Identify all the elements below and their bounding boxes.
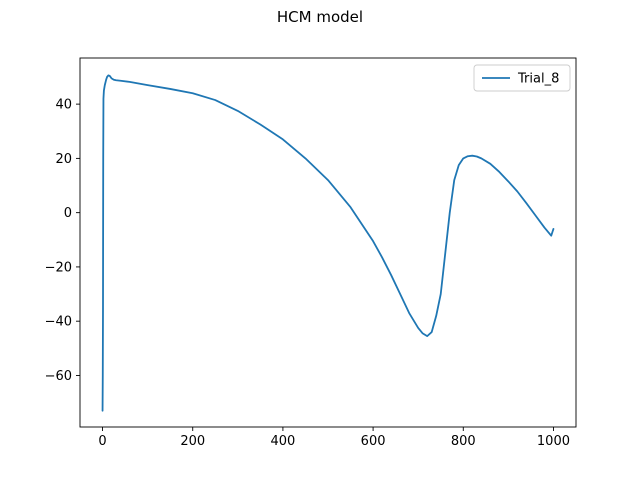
series-layer: [101, 74, 555, 412]
legend: Trial_8: [473, 64, 571, 92]
plot-area: [79, 57, 577, 428]
y-tick-label: −60: [45, 369, 72, 384]
x-tick-label: 600: [361, 434, 386, 449]
y-tick-label: 40: [55, 98, 72, 113]
legend-label-trial-8: Trial_8: [517, 72, 559, 87]
x-tick-label: 400: [270, 434, 295, 449]
chart-title: HCM model: [277, 8, 363, 26]
y-tick-label: −40: [45, 315, 72, 330]
y-tick-label: −20: [45, 260, 72, 275]
x-axis: 0 200 400 600 800 1000: [98, 427, 570, 449]
legend-box: [473, 64, 571, 92]
y-axis: −60 −40 −20 0 20 40: [45, 98, 80, 384]
x-tick-label: 200: [180, 434, 205, 449]
y-tick-label: 20: [55, 152, 72, 167]
series-line-trial-8: [101, 74, 555, 412]
x-tick-label: 1000: [537, 434, 570, 449]
plot-frame: [79, 57, 577, 428]
x-tick-label: 0: [98, 434, 106, 449]
plot-background: [80, 58, 576, 427]
y-tick-label: 0: [64, 206, 72, 221]
x-tick-label: 800: [451, 434, 476, 449]
